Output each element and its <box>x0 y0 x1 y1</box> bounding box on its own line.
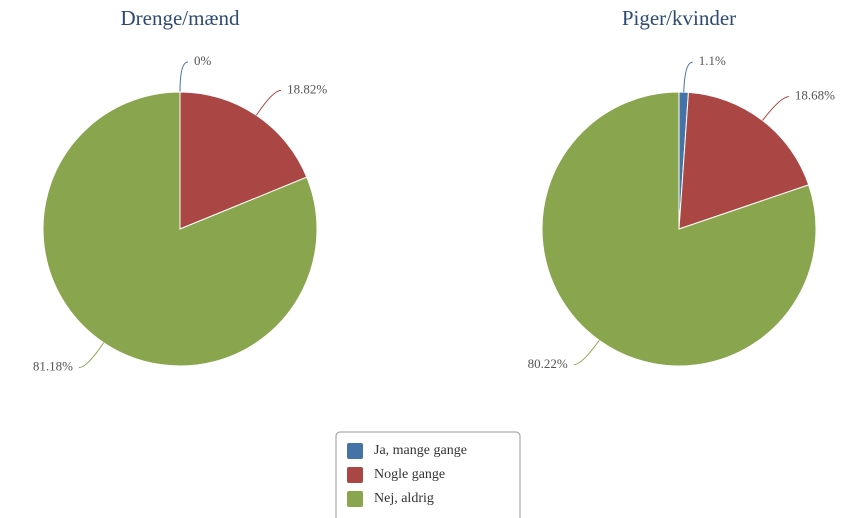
data-label: 0% <box>194 53 212 68</box>
label-connector <box>255 89 282 116</box>
data-label: 81.18% <box>33 359 73 374</box>
chart-title: Drenge/mænd <box>121 6 240 30</box>
label-connector <box>762 96 789 121</box>
legend-swatch <box>347 491 363 507</box>
data-label: 18.82% <box>287 81 327 96</box>
label-connector <box>179 61 189 93</box>
pie-slice <box>179 91 308 230</box>
legend-swatch <box>347 443 363 459</box>
chart-title: Piger/kvinder <box>622 6 736 30</box>
pie-slice <box>541 91 817 367</box>
label-connector <box>78 342 105 369</box>
legend-box <box>335 431 521 518</box>
legend-swatch <box>347 467 363 483</box>
data-label: 1.1% <box>699 53 726 68</box>
label-connector <box>683 61 693 93</box>
label-connector <box>573 340 600 366</box>
pie-slice <box>678 91 810 230</box>
legend-label: Nogle gange <box>374 467 445 482</box>
legend-label: Nej, aldrig <box>374 491 434 506</box>
data-label: 80.22% <box>528 356 568 371</box>
data-label: 18.68% <box>795 88 835 103</box>
legend-label: Ja, mange gange <box>374 443 467 458</box>
